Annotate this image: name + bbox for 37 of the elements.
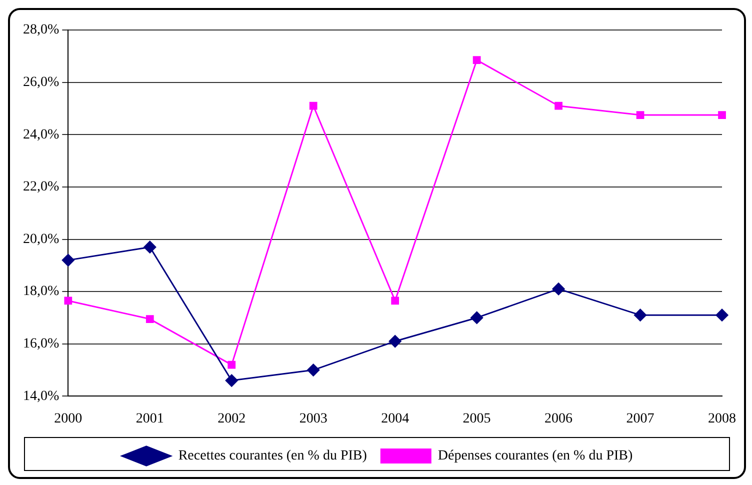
point <box>146 315 154 323</box>
point <box>144 240 156 254</box>
point <box>225 374 238 387</box>
point <box>62 254 74 266</box>
x-tick-label: 2007 <box>626 411 654 426</box>
x-tick-label: 2004 <box>381 411 410 426</box>
y-tick-label: 22,0% <box>22 180 60 195</box>
point <box>307 364 320 376</box>
y-tick-label: 16,0% <box>22 336 60 352</box>
point <box>228 360 236 369</box>
y-tick-label: 28,0% <box>22 22 60 38</box>
point <box>718 111 726 119</box>
y-tick-label: 24,0% <box>22 127 60 142</box>
x-tick-label: 2006 <box>544 411 573 426</box>
x-tick-label: 2002 <box>218 411 246 426</box>
point <box>636 111 644 119</box>
point <box>554 102 562 110</box>
point <box>472 56 481 64</box>
point <box>634 308 647 322</box>
legend-label: Recettes courantes (en % du PIB) <box>178 448 368 464</box>
point <box>470 311 484 324</box>
y-tick-label: 18,0% <box>22 284 60 300</box>
x-tick-label: 2008 <box>708 411 736 426</box>
x-tick-label: 2005 <box>462 411 491 426</box>
point <box>391 296 400 305</box>
point <box>309 102 318 110</box>
point <box>64 296 72 305</box>
x-tick-label: 2001 <box>136 411 164 426</box>
y-tick-label: 20,0% <box>22 232 60 247</box>
y-tick-label: 14,0% <box>22 388 60 404</box>
x-tick-label: 2000 <box>54 411 82 426</box>
legend-label: Dépenses courantes (en % du PIB) <box>438 448 633 464</box>
x-tick-label: 2003 <box>299 411 328 426</box>
point <box>388 335 402 348</box>
point <box>716 308 728 322</box>
y-tick-label: 26,0% <box>22 74 60 90</box>
point <box>552 282 565 296</box>
